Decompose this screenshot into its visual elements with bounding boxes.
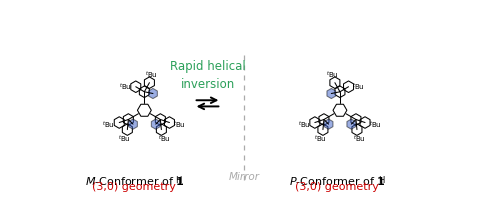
Text: Mirror: Mirror bbox=[229, 172, 260, 182]
Text: $^t$Bu: $^t$Bu bbox=[119, 81, 132, 92]
Text: $\it{P}$-Conformer of $\mathbf{1}$: $\it{P}$-Conformer of $\mathbf{1}$ bbox=[288, 175, 385, 187]
Text: $^t$Bu: $^t$Bu bbox=[145, 69, 158, 79]
Polygon shape bbox=[324, 119, 333, 129]
Text: Rapid helical
inversion: Rapid helical inversion bbox=[169, 60, 245, 91]
Text: (3,0) geometry: (3,0) geometry bbox=[295, 182, 379, 192]
Polygon shape bbox=[148, 88, 157, 99]
Text: $\it{M}$-Conformer of $\mathbf{1}$: $\it{M}$-Conformer of $\mathbf{1}$ bbox=[84, 175, 184, 187]
Text: $^t$Bu: $^t$Bu bbox=[298, 119, 311, 130]
Text: $^t$Bu: $^t$Bu bbox=[173, 119, 186, 130]
Text: $^t$Bu: $^t$Bu bbox=[313, 133, 326, 144]
Text: $^t$Bu: $^t$Bu bbox=[158, 133, 171, 144]
Text: $^t$Bu: $^t$Bu bbox=[352, 81, 365, 92]
Text: (3,0) geometry: (3,0) geometry bbox=[93, 182, 176, 192]
Polygon shape bbox=[347, 119, 356, 129]
Text: H: H bbox=[378, 176, 384, 185]
Text: $^t$Bu: $^t$Bu bbox=[118, 133, 131, 144]
Text: $^t$Bu: $^t$Bu bbox=[369, 119, 382, 130]
Text: $^t$Bu: $^t$Bu bbox=[102, 119, 115, 130]
Text: $^t$Bu: $^t$Bu bbox=[353, 133, 366, 144]
Polygon shape bbox=[129, 119, 137, 129]
Text: $^t$Bu: $^t$Bu bbox=[326, 69, 339, 79]
Polygon shape bbox=[327, 88, 336, 99]
Text: H: H bbox=[175, 176, 181, 185]
Polygon shape bbox=[151, 119, 160, 129]
